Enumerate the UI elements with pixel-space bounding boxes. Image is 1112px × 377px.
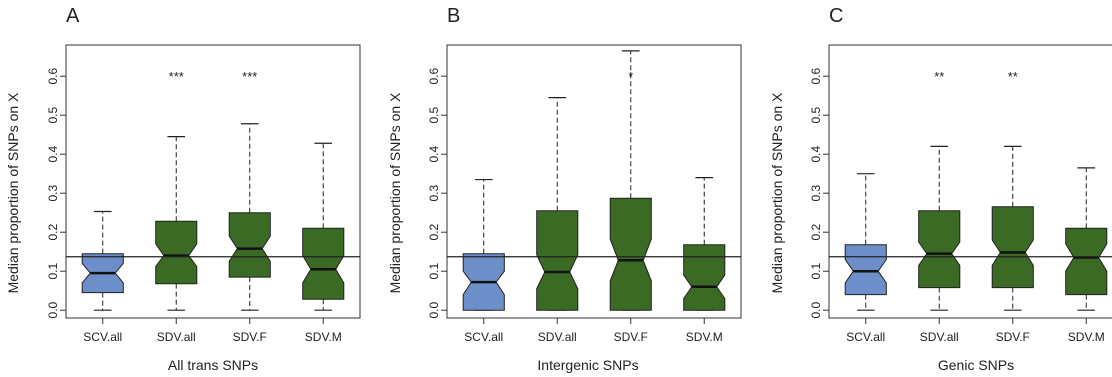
panel-a: A Median proportion of SNPs on X All tra… (5, 5, 361, 373)
box-body (683, 244, 726, 311)
box-sdv-m (683, 177, 726, 311)
panel-label: B (447, 5, 460, 27)
y-tick-label: 0.6 (809, 68, 823, 85)
box-sdv-f: * (609, 50, 652, 311)
plot-area: 0.0 0.1 0.2 0.3 0.4 0.5 0.6 SCV.all SDV.all SDV.F… (427, 44, 742, 344)
box-body (844, 244, 887, 296)
box-sdv-all: *** (155, 69, 198, 311)
x-tick-label: SDV.M (1068, 330, 1105, 344)
x-tick-label: SDV.F (614, 330, 648, 344)
x-tick-label: SDV.all (538, 330, 577, 344)
plot-area: 0.0 0.1 0.2 0.3 0.4 0.5 0.6 SCV.all SDV.all SDV.F… (809, 44, 1112, 344)
significance-stars: *** (169, 69, 184, 84)
y-tick-label: 0.2 (427, 224, 441, 241)
plot-frame (828, 44, 1112, 319)
y-tick-label: 0.3 (46, 185, 60, 202)
x-tick-label: SDV.M (305, 330, 342, 344)
x-tick-label: SDV.F (996, 330, 1030, 344)
y-tick-label: 0.5 (46, 107, 60, 124)
y-tick-label: 0.3 (809, 185, 823, 202)
box-sdv-all: ** (918, 69, 961, 311)
significance-stars: *** (242, 69, 257, 84)
x-axis-title: All trans SNPs (168, 357, 258, 373)
box-sdv-f: *** (228, 69, 271, 311)
y-tick-label: 0.4 (809, 146, 823, 163)
x-tick-label: SCV.all (464, 330, 503, 344)
box-body (991, 206, 1034, 289)
y-tick-label: 0.3 (427, 185, 441, 202)
box-body (228, 212, 271, 278)
y-tick-label: 0.6 (46, 68, 60, 85)
y-axis-title: Median proportion of SNPs on X (387, 92, 403, 293)
box-sdv-all (536, 97, 579, 311)
x-tick-label: SDV.all (920, 330, 959, 344)
y-tick-label: 0.6 (427, 68, 441, 85)
significance-stars: ** (1008, 69, 1018, 84)
x-tick-label: SCV.all (83, 330, 122, 344)
significance-stars: ** (934, 69, 944, 84)
box-body (918, 210, 961, 289)
panel-label: C (829, 5, 843, 27)
y-tick-label: 0.1 (809, 263, 823, 280)
box-scv-all (81, 210, 124, 311)
x-tick-label: SDV.F (233, 330, 267, 344)
y-tick-label: 0.0 (427, 302, 441, 319)
box-scv-all (462, 178, 505, 311)
panel-b: B Median proportion of SNPs on X Interge… (387, 5, 742, 373)
box-body (536, 210, 579, 311)
box-body (302, 227, 345, 300)
y-tick-label: 0.2 (46, 224, 60, 241)
box-sdv-m (1065, 167, 1108, 311)
plot-frame (65, 44, 361, 319)
plot-frame (446, 44, 742, 319)
y-tick-label: 0.2 (809, 224, 823, 241)
box-sdv-m (302, 142, 345, 311)
panel-c: C Median proportion of SNPs on X Genic S… (769, 5, 1112, 373)
y-axis-title: Median proportion of SNPs on X (769, 92, 785, 293)
x-tick-label: SDV.all (157, 330, 196, 344)
y-tick-label: 0.0 (46, 302, 60, 319)
y-tick-label: 0.5 (427, 107, 441, 124)
box-sdv-f: ** (991, 69, 1034, 311)
panel-label: A (66, 5, 80, 27)
y-axis-title: Median proportion of SNPs on X (5, 92, 21, 293)
box-body (1065, 227, 1108, 296)
y-tick-label: 0.5 (809, 107, 823, 124)
significance-stars: * (628, 69, 633, 84)
box-body (155, 220, 198, 285)
x-tick-label: SDV.M (686, 330, 723, 344)
x-axis-title: Intergenic SNPs (537, 357, 638, 373)
box-body (609, 197, 652, 311)
x-axis-title: Genic SNPs (938, 357, 1014, 373)
y-tick-label: 0.4 (46, 146, 60, 163)
y-tick-label: 0.4 (427, 146, 441, 163)
plot-area: 0.0 0.1 0.2 0.3 0.4 0.5 0.6 SCV.all SDV.all SDV.F… (46, 44, 361, 344)
x-tick-label: SCV.all (846, 330, 885, 344)
box-scv-all (844, 173, 887, 311)
y-tick-label: 0.1 (427, 263, 441, 280)
y-tick-label: 0.1 (46, 263, 60, 280)
y-tick-label: 0.0 (809, 302, 823, 319)
